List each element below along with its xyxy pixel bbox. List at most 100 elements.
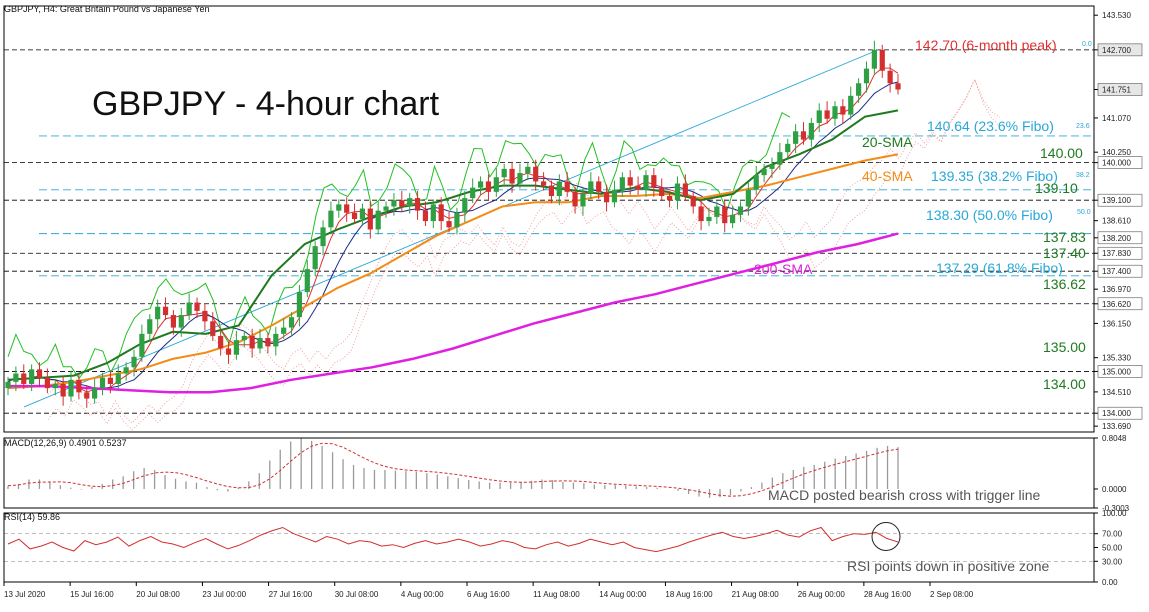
- xtick-label: 20 Jul 08:00: [136, 590, 180, 599]
- candle-body: [99, 377, 106, 389]
- peak-annotation: 142.70 (6-month peak): [915, 37, 1057, 53]
- conversion-line: [7, 67, 899, 393]
- candle-body: [871, 49, 877, 69]
- price-ytick-label: 143.530: [1102, 11, 1131, 20]
- price-tag-box: [1097, 193, 1143, 207]
- candle-body: [666, 196, 673, 201]
- candle-body: [241, 335, 247, 341]
- symbol-info: GBPJPY, H4: Great Britain Pound vs Japan…: [4, 4, 209, 14]
- candle-body: [580, 193, 586, 207]
- candle-body: [344, 204, 350, 213]
- candle-body: [808, 122, 814, 140]
- price-panel-frame: [3, 5, 1095, 433]
- lagging-span-line: [7, 111, 791, 380]
- price-ytick-label: 136.620: [1102, 300, 1131, 309]
- candle-body: [643, 175, 649, 190]
- rsi-label: RSI(14) 59.86: [4, 512, 60, 522]
- candle-body: [383, 206, 389, 211]
- candle-body: [147, 319, 153, 334]
- candle-body: [218, 335, 224, 349]
- candle-body: [210, 321, 216, 336]
- level-13740-annotation: 137.40: [1043, 245, 1086, 261]
- candle-body: [572, 191, 578, 207]
- candle-body: [36, 369, 43, 378]
- fibo-50-annotation: 138.30 (50.0% Fibo): [926, 207, 1053, 223]
- candle-body: [123, 367, 129, 374]
- xtick-label: 2 Sep 08:00: [930, 590, 974, 599]
- level-13910-annotation: 139.10: [1035, 180, 1078, 196]
- candle-body: [170, 315, 176, 328]
- candle-body: [194, 302, 200, 311]
- rsi-annotation: RSI points down in positive zone: [847, 558, 1050, 574]
- candle-body: [178, 315, 184, 328]
- price-ytick-label: 140.000: [1102, 159, 1131, 168]
- candle-body: [477, 181, 484, 188]
- candle-body: [13, 373, 19, 382]
- candle-body: [824, 110, 830, 119]
- candle-body: [5, 381, 11, 389]
- candle-body: [769, 164, 775, 169]
- macd-ytick-label: -0.3003: [1102, 504, 1130, 513]
- price-ytick-label: 137.830: [1102, 249, 1131, 258]
- fibo-236-annotation: 140.64 (23.6% Fibo): [927, 118, 1054, 134]
- macd-ytick-label: 0.0000: [1102, 485, 1127, 494]
- rsi-ytick-label: 30.00: [1102, 557, 1123, 566]
- price-tag-box: [1097, 365, 1143, 378]
- level-140-annotation: 140.00: [1040, 145, 1083, 161]
- sma40-label: 40-SMA: [862, 168, 913, 184]
- candle-body: [840, 106, 846, 115]
- candle-body: [139, 333, 145, 357]
- candle-body: [501, 168, 507, 178]
- candle-body: [659, 187, 665, 197]
- macd-annotation: MACD posted bearish cross with trigger l…: [768, 487, 1041, 503]
- candle-body: [391, 200, 397, 207]
- candle-body: [233, 340, 240, 355]
- xtick-label: 18 Aug 16:00: [665, 590, 713, 599]
- cloud-span-b: [47, 77, 1001, 424]
- candle-body: [162, 306, 169, 316]
- macd-ytick-label: 0.8048: [1102, 434, 1127, 443]
- candle-body: [21, 373, 27, 384]
- sma40-line: [7, 153, 899, 390]
- candle-body: [107, 377, 113, 384]
- rsi-highlight-circle: [871, 521, 901, 551]
- price-ytick-label: 135.000: [1102, 367, 1131, 376]
- rsi-ytick-label: 70.00: [1102, 530, 1123, 539]
- candle-body: [288, 317, 295, 328]
- price-ytick-label: 136.970: [1102, 285, 1131, 294]
- rsi-ytick-label: 0.00: [1102, 578, 1118, 587]
- candle-body: [745, 189, 751, 207]
- xtick-label: 4 Aug 00:00: [401, 590, 444, 599]
- fibo-tag-382: 38.2: [1076, 172, 1090, 179]
- price-ytick-label: 138.200: [1102, 234, 1131, 243]
- candle-body: [698, 206, 704, 222]
- candle-body: [186, 302, 192, 316]
- fibo-tag-0: 0.0: [1082, 41, 1092, 48]
- candle-body: [674, 183, 681, 201]
- price-tag-box: [1097, 156, 1143, 169]
- candle-body: [462, 198, 468, 213]
- candle-body: [225, 348, 232, 355]
- candle-body: [84, 392, 90, 399]
- price-tag-box: [1097, 406, 1143, 420]
- xtick-label: 28 Aug 16:00: [864, 590, 912, 599]
- rsi-ytick-label: 100.00: [1102, 509, 1127, 518]
- candle-body: [312, 246, 318, 270]
- price-tag-box: [1097, 297, 1143, 311]
- candle-body: [407, 198, 413, 207]
- candle-body: [548, 185, 555, 197]
- sma200-label: 200-SMA: [754, 261, 813, 277]
- sma200-line: [8, 232, 899, 394]
- candle-body: [60, 383, 66, 397]
- xtick-label: 13 Jul 2020: [4, 590, 46, 599]
- candle-body: [832, 106, 838, 119]
- price-ytick-label: 140.250: [1102, 148, 1131, 157]
- candle-body: [635, 185, 641, 190]
- candle-body: [296, 292, 303, 318]
- rsi-ytick-label: 50.00: [1102, 544, 1123, 553]
- candle-body: [800, 131, 807, 140]
- xtick-label: 11 Aug 08:00: [533, 590, 580, 599]
- candle-body: [533, 166, 539, 182]
- macd-label: MACD(12,26,9) 0.4901 0.5237: [4, 438, 127, 448]
